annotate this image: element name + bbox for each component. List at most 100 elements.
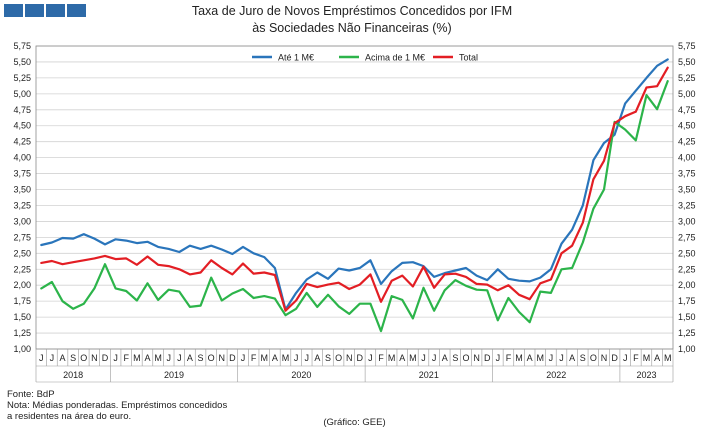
y-tick-label-right: 5,75	[678, 41, 696, 51]
x-tick-label-month: F	[506, 353, 512, 363]
y-tick-label-right: 3,00	[678, 216, 696, 226]
y-tick-label-left: 5,50	[13, 57, 31, 67]
x-tick-label-month: J	[39, 353, 44, 363]
y-tick-label-left: 2,25	[13, 264, 31, 274]
x-tick-label-month: J	[294, 353, 299, 363]
legend-label: Até 1 M€	[278, 53, 314, 63]
x-tick-label-month: J	[496, 353, 501, 363]
y-tick-label-right: 1,00	[678, 344, 696, 354]
x-tick-label-month: D	[484, 353, 491, 363]
y-tick-label-left: 1,25	[13, 328, 31, 338]
x-tick-label-month: O	[208, 353, 215, 363]
x-tick-label-month: M	[643, 353, 651, 363]
x-tick-label-month: A	[60, 353, 66, 363]
x-tick-label-month: S	[580, 353, 586, 363]
x-tick-label-month: A	[654, 353, 660, 363]
y-tick-label-left: 1,75	[13, 296, 31, 306]
x-tick-label-month: A	[399, 353, 405, 363]
y-tick-label-left: 2,75	[13, 232, 31, 242]
y-tick-label-right: 1,75	[678, 296, 696, 306]
y-tick-label-left: 3,25	[13, 200, 31, 210]
x-tick-label-month: N	[473, 353, 480, 363]
x-tick-label-month: J	[549, 353, 554, 363]
x-tick-label-month: J	[421, 353, 426, 363]
y-tick-label-left: 5,00	[13, 89, 31, 99]
x-tick-label-month: A	[569, 353, 575, 363]
x-tick-label-month: J	[166, 353, 171, 363]
x-tick-label-month: M	[409, 353, 417, 363]
x-tick-label-month: D	[611, 353, 618, 363]
y-tick-label-left: 4,50	[13, 121, 31, 131]
x-tick-label-month: O	[590, 353, 597, 363]
series-lines	[40, 58, 669, 333]
y-tick-label-right: 3,25	[678, 200, 696, 210]
x-tick-label-month: J	[368, 353, 373, 363]
y-tick-label-left: 2,00	[13, 280, 31, 290]
x-year-label: 2022	[546, 370, 566, 380]
x-tick-label-month: J	[623, 353, 628, 363]
x-year-label: 2019	[164, 370, 184, 380]
y-tick-label-right: 4,00	[678, 153, 696, 163]
logo-square-1	[4, 4, 23, 17]
x-tick-label-month: M	[537, 353, 545, 363]
y-tick-label-left: 3,75	[13, 169, 31, 179]
x-tick-label-month: A	[272, 353, 278, 363]
x-tick-label-month: J	[432, 353, 437, 363]
series-line	[40, 79, 669, 333]
logo-square-4	[67, 4, 86, 17]
x-tick-label-month: J	[241, 353, 246, 363]
x-tick-label-month: J	[559, 353, 564, 363]
x-tick-label-month: S	[70, 353, 76, 363]
y-tick-label-right: 4,75	[678, 105, 696, 115]
x-tick-label-month: M	[282, 353, 290, 363]
x-tick-label-month: F	[378, 353, 384, 363]
x-tick-label-month: A	[442, 353, 448, 363]
chart-title-line-2: às Sociedades Não Financeiras (%)	[252, 21, 451, 35]
x-tick-label-month: N	[219, 353, 226, 363]
x-tick-label-month: J	[50, 353, 55, 363]
y-tick-label-left: 5,75	[13, 41, 31, 51]
logo-square-3	[46, 4, 65, 17]
x-tick-label-month: A	[187, 353, 193, 363]
y-tick-label-right: 2,00	[678, 280, 696, 290]
y-tick-label-right: 4,25	[678, 137, 696, 147]
x-tick-label-month: M	[515, 353, 523, 363]
y-tick-label-right: 2,50	[678, 248, 696, 258]
legend: Até 1 M€ Acima de 1 M€ Total	[252, 53, 478, 63]
note-line-1: Nota: Médias ponderadas. Empréstimos con…	[7, 400, 228, 411]
series-line	[40, 58, 669, 311]
y-tick-label-right: 5,25	[678, 73, 696, 83]
x-tick-label-month: N	[601, 353, 608, 363]
publisher-logo	[4, 4, 86, 17]
x-tick-label-month: J	[304, 353, 309, 363]
x-year-label: 2018	[63, 370, 83, 380]
x-year-label: 2023	[636, 370, 656, 380]
y-tick-label-right: 4,50	[678, 121, 696, 131]
y-tick-label-right: 2,25	[678, 264, 696, 274]
x-tick-label-month: M	[664, 353, 672, 363]
y-tick-label-left: 4,75	[13, 105, 31, 115]
chart-notes: Fonte: BdP Nota: Médias ponderadas. Empr…	[7, 389, 227, 422]
y-tick-label-left: 1,00	[13, 344, 31, 354]
x-tick-label-month: M	[388, 353, 396, 363]
legend-label: Total	[459, 53, 478, 63]
source-note: Fonte: BdP	[7, 389, 55, 400]
x-tick-label-month: O	[462, 353, 469, 363]
y-tick-label-left: 4,00	[13, 153, 31, 163]
plot-frame	[35, 45, 674, 350]
x-tick-label-month: F	[251, 353, 257, 363]
x-tick-label-month: J	[177, 353, 182, 363]
x-tick-label-month: O	[80, 353, 87, 363]
x-tick-label-month: N	[91, 353, 98, 363]
axes: 1,00 1,00 1,25 1,25 1,50 1,50 1,75 1,75 2,00 2,00…	[13, 41, 696, 383]
x-tick-label-month: S	[452, 353, 458, 363]
y-tick-label-left: 3,50	[13, 185, 31, 195]
x-tick-label-month: S	[325, 353, 331, 363]
x-tick-label-month: D	[357, 353, 364, 363]
x-tick-label-month: D	[102, 353, 109, 363]
x-tick-label-month: A	[314, 353, 320, 363]
x-tick-label-month: M	[154, 353, 162, 363]
x-tick-label-month: S	[198, 353, 204, 363]
y-tick-label-left: 2,50	[13, 248, 31, 258]
y-tick-label-right: 5,00	[678, 89, 696, 99]
